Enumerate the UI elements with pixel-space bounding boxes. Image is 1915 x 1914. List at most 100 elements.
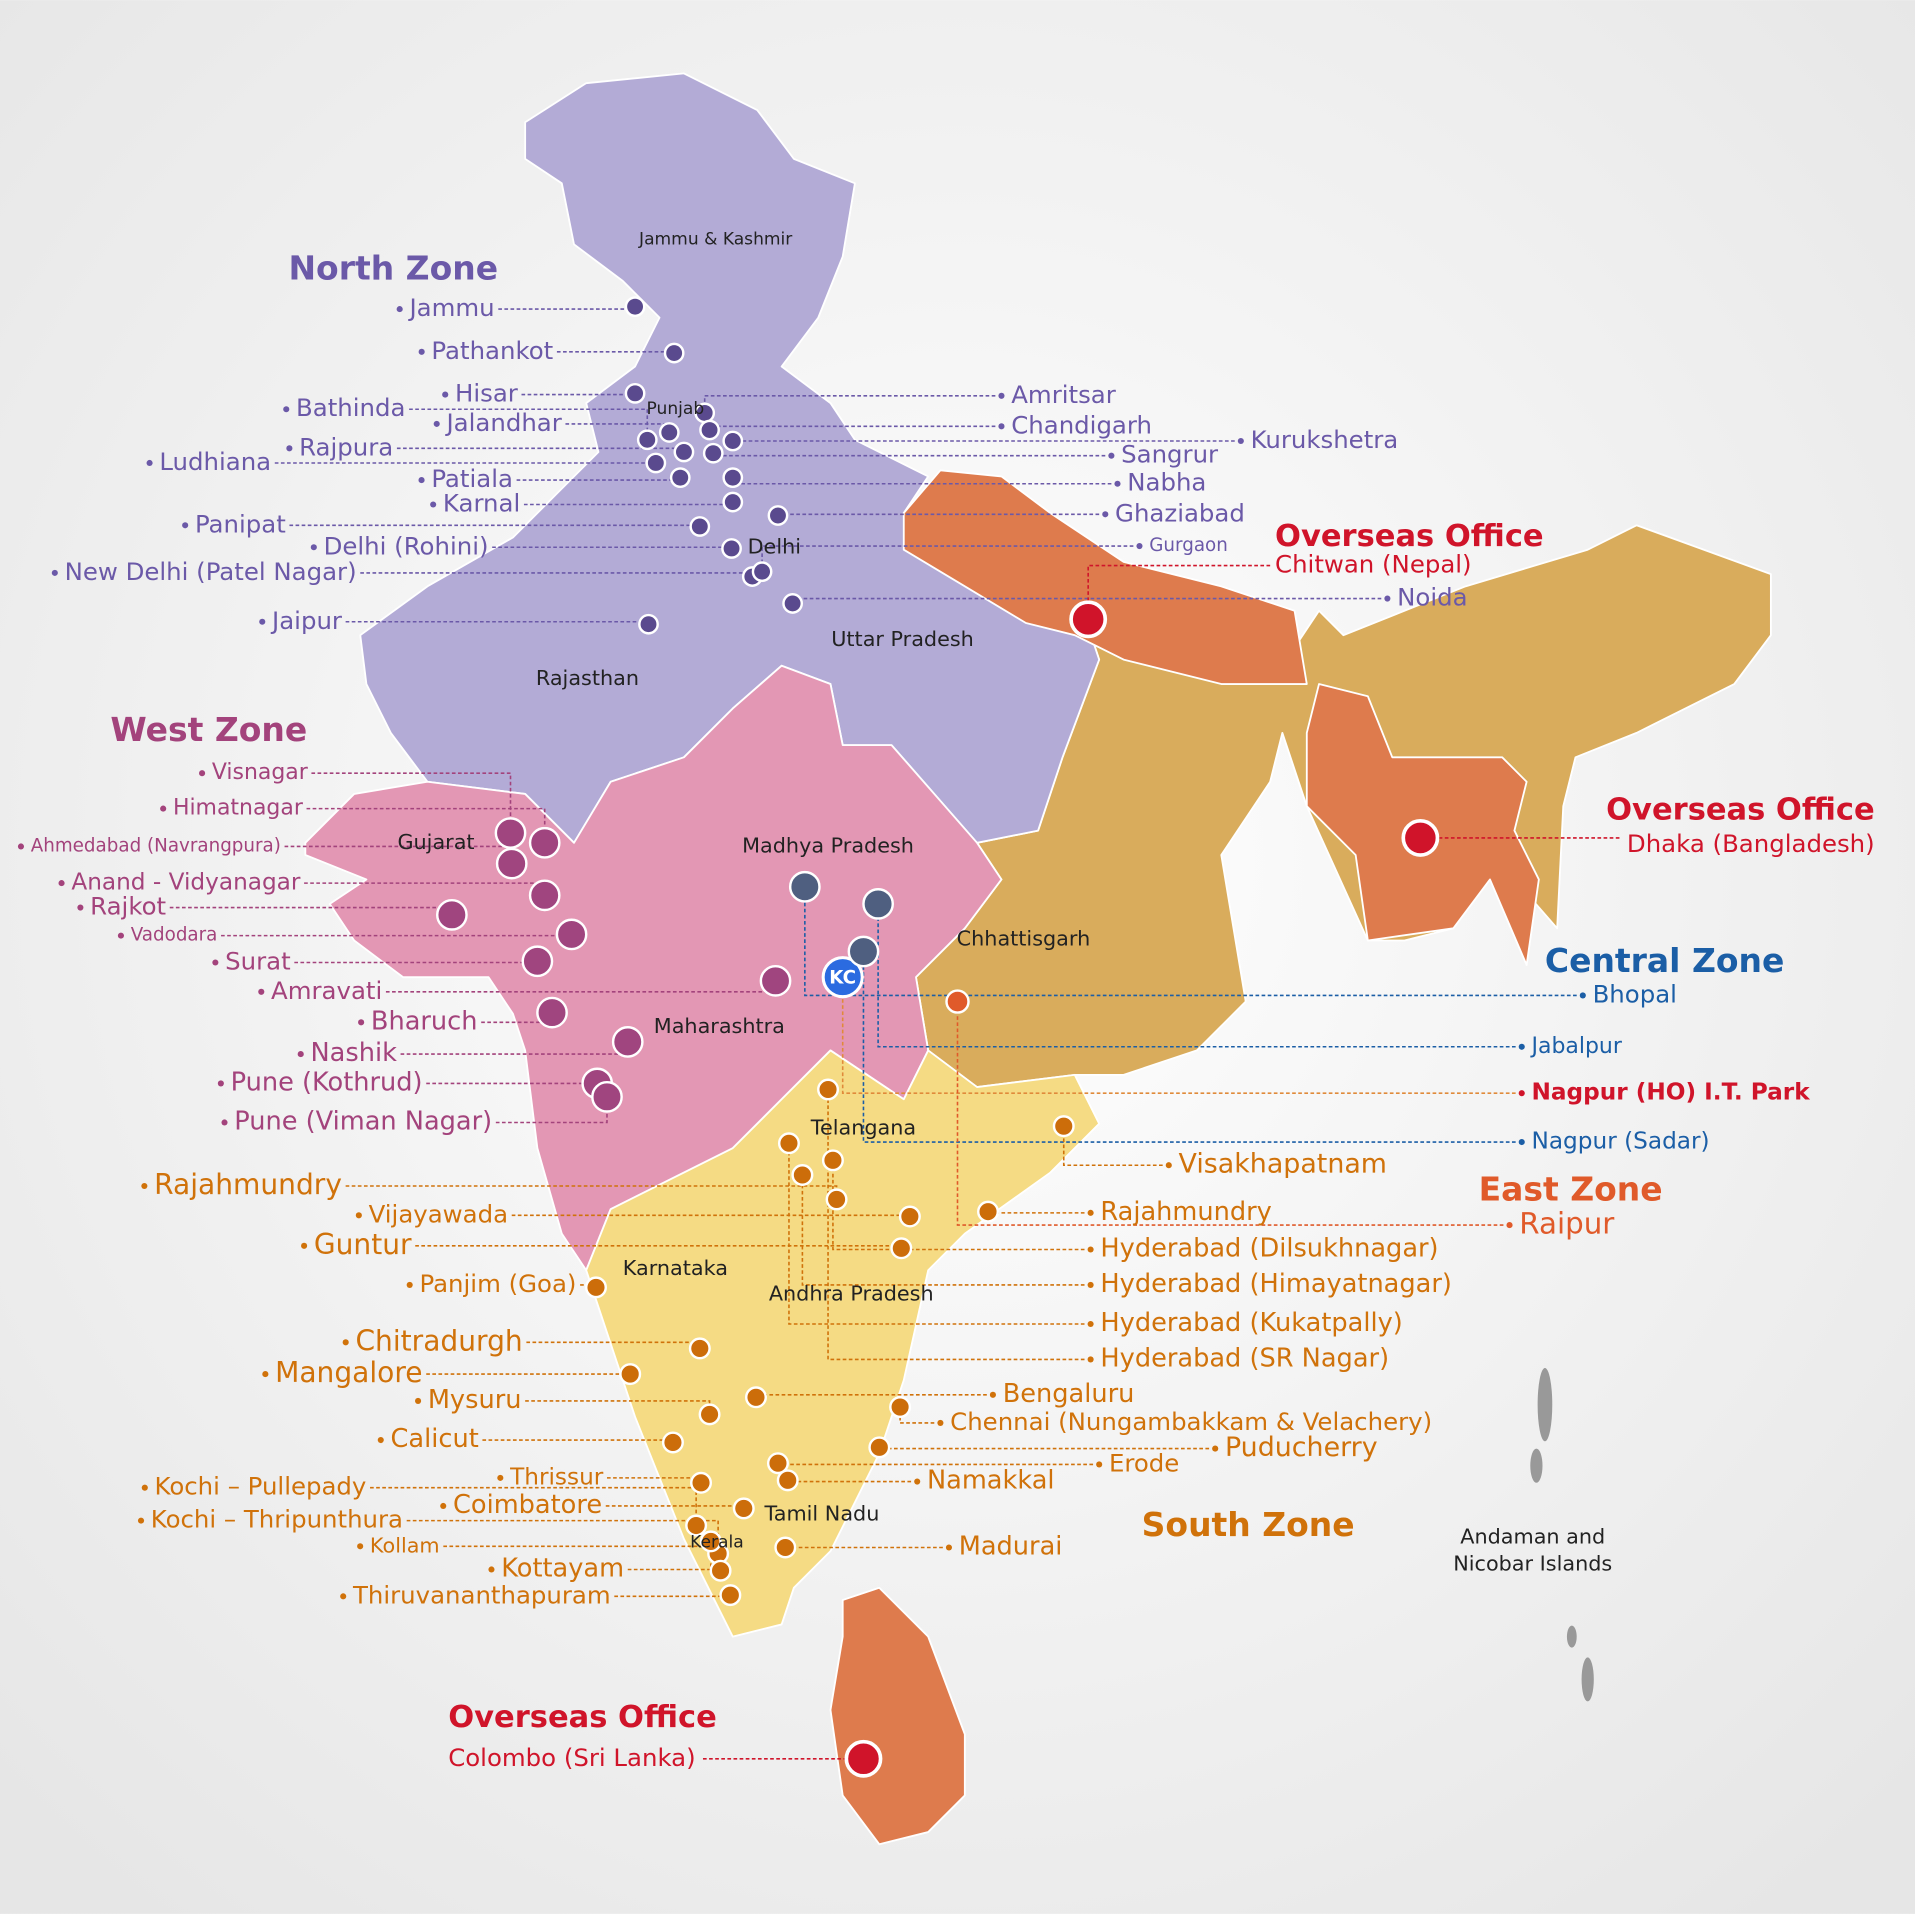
office-label: Visnagar xyxy=(212,760,309,785)
office-label: Guntur xyxy=(314,1228,412,1261)
office-label: Rajpura xyxy=(299,432,393,461)
office-marker xyxy=(791,1164,814,1186)
office-marker xyxy=(847,935,880,968)
office-label: Chandigarh xyxy=(1011,410,1152,439)
leader-line xyxy=(987,1211,1085,1214)
office-label: Madurai xyxy=(959,1531,1063,1561)
office-marker xyxy=(719,1584,742,1607)
office-label: Chennai (Nungambakkam & Velachery) xyxy=(950,1407,1432,1436)
office-marker xyxy=(751,561,773,583)
office-marker xyxy=(690,1471,713,1494)
bullet xyxy=(77,904,84,911)
bullet xyxy=(1087,1356,1094,1363)
leader-line xyxy=(525,1400,711,1415)
bullet xyxy=(1136,542,1143,550)
office-label: Kurukshetra xyxy=(1251,425,1399,454)
bullet xyxy=(51,569,58,576)
bullet xyxy=(117,932,124,939)
bullet xyxy=(212,959,219,966)
bullet xyxy=(217,1080,224,1087)
office-label: Coimbatore xyxy=(453,1490,602,1520)
office-label: Sangrur xyxy=(1121,440,1219,469)
office-marker xyxy=(536,996,568,1029)
office-label: Thrissur xyxy=(509,1463,604,1490)
bullet xyxy=(199,770,206,777)
office-label: Gurgaon xyxy=(1149,535,1228,556)
office-label: Anand - Vidyanagar xyxy=(71,869,301,896)
office-label: Hyderabad (Kukatpally) xyxy=(1100,1308,1402,1338)
office-marker xyxy=(945,989,970,1014)
bullet xyxy=(160,805,167,812)
leader-line xyxy=(832,1160,1085,1251)
bullet xyxy=(221,1119,228,1126)
bullet xyxy=(1114,480,1121,487)
bullet xyxy=(914,1478,921,1485)
office-marker xyxy=(661,1431,684,1454)
office-label: Hyderabad (SR Nagar) xyxy=(1100,1343,1389,1373)
overseas-title: Overseas Office xyxy=(1275,519,1544,554)
office-marker xyxy=(555,918,588,951)
office-label: Ahmedabad (Navrangpura) xyxy=(31,835,281,856)
bullet xyxy=(1518,1138,1525,1146)
office-marker xyxy=(689,516,711,537)
bullet xyxy=(259,618,266,625)
bullet xyxy=(310,544,317,551)
office-marker xyxy=(638,613,659,635)
office-marker xyxy=(721,538,742,559)
bullet xyxy=(1384,595,1391,602)
office-label: Ghaziabad xyxy=(1115,498,1245,527)
overseas-title: Overseas Office xyxy=(1606,793,1875,828)
office-label: Patiala xyxy=(431,464,513,493)
office-label: Jammu xyxy=(407,293,494,322)
bullet xyxy=(396,306,403,313)
office-marker xyxy=(759,964,792,997)
office-label: Thiruvananthapuram xyxy=(352,1580,611,1609)
region-label: Madhya Pradesh xyxy=(742,833,914,857)
leader-line xyxy=(841,977,1516,1094)
leader-line xyxy=(788,1143,1085,1325)
bullet xyxy=(497,1474,504,1481)
office-marker xyxy=(868,1436,891,1459)
overseas-marker xyxy=(1401,818,1440,857)
region-label: Gujarat xyxy=(397,830,474,854)
office-label: New Delhi (Patel Nagar) xyxy=(65,557,357,586)
region-label: Punjab xyxy=(647,399,705,419)
office-label: Pathankot xyxy=(431,336,553,365)
bullet xyxy=(1212,1445,1219,1452)
office-label: Pune (Viman Nagar) xyxy=(234,1106,492,1136)
island-label: Nicobar Islands xyxy=(1453,1552,1612,1576)
office-label: Nashik xyxy=(311,1038,398,1068)
region-label: Delhi xyxy=(748,534,801,558)
office-label: Karnal xyxy=(443,489,520,518)
office-label: Nagpur (HO) I.T. Park xyxy=(1532,1079,1811,1106)
bullet xyxy=(430,501,437,508)
region-label: Chhattisgarh xyxy=(957,926,1091,950)
office-marker xyxy=(825,1188,848,1211)
region-label: Maharashtra xyxy=(654,1014,785,1038)
zone-title: Central Zone xyxy=(1545,941,1784,980)
leader-line xyxy=(1062,1126,1163,1167)
office-marker xyxy=(494,817,527,849)
office-marker xyxy=(699,419,720,441)
hq-marker-label: KC xyxy=(829,967,856,988)
office-label: Bengaluru xyxy=(1003,1379,1135,1409)
office-label: Mangalore xyxy=(275,1356,422,1389)
bullet xyxy=(137,1517,145,1524)
office-marker xyxy=(977,1200,1000,1223)
office-label: Erode xyxy=(1109,1448,1179,1477)
office-marker xyxy=(722,467,744,489)
labels: Jammu & Kashmir Punjab Delhi Uttar Pradesh R… xyxy=(17,229,1875,1772)
bullet xyxy=(1087,1246,1094,1253)
office-label: Bathinda xyxy=(296,393,405,422)
office-marker xyxy=(862,887,894,920)
bullet xyxy=(1518,1090,1525,1097)
office-marker xyxy=(636,429,658,451)
office-label: Chitradurgh xyxy=(355,1324,522,1357)
office-label: Rajkot xyxy=(90,892,166,921)
bullet xyxy=(340,1593,347,1600)
region-label: Karnataka xyxy=(623,1256,728,1280)
bullet xyxy=(442,391,449,398)
office-marker xyxy=(776,1469,799,1492)
andaman-islands xyxy=(1530,1367,1594,1702)
